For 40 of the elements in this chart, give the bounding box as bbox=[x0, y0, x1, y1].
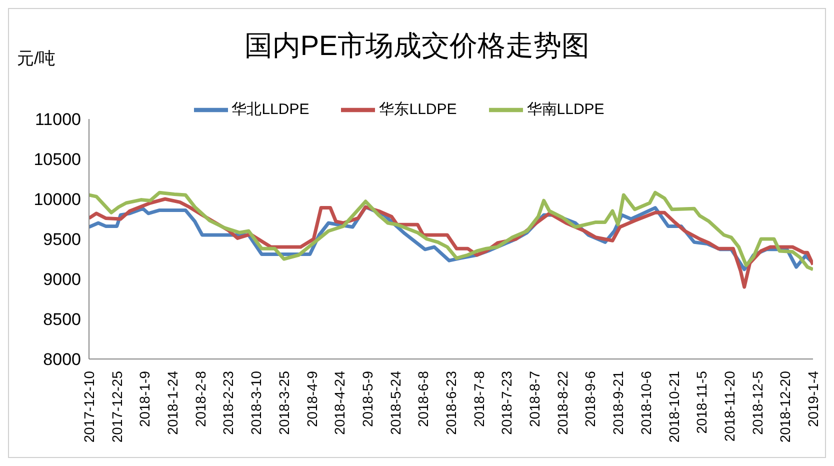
x-tick-label: 2018-5-24 bbox=[387, 370, 404, 435]
x-tick-label: 2017-12-10 bbox=[81, 370, 97, 443]
legend-label: 华南LLDPE bbox=[526, 100, 604, 118]
y-axis-title: 元/吨 bbox=[17, 48, 56, 70]
x-tick-label: 2018-3-10 bbox=[248, 370, 264, 435]
x-tick-label: 2018-11-5 bbox=[694, 370, 710, 434]
x-tick-label: 2018-5-9 bbox=[359, 370, 376, 428]
x-tick-label: 2018-12-20 bbox=[777, 370, 794, 443]
x-tick-label: 2018-4-24 bbox=[332, 370, 348, 435]
legend-label: 华北LLDPE bbox=[232, 100, 310, 118]
x-tick-label: 2018-1-24 bbox=[164, 370, 181, 435]
y-tick-label: 10000 bbox=[34, 190, 81, 210]
x-tick-label: 2018-3-25 bbox=[276, 370, 292, 435]
y-tick-label: 11000 bbox=[34, 110, 81, 130]
x-tick-label: 2019-1-4 bbox=[805, 370, 821, 428]
x-tick-label: 2018-2-23 bbox=[220, 370, 236, 435]
x-tick-label: 2018-2-8 bbox=[192, 370, 208, 428]
x-tick-label: 2018-11-20 bbox=[721, 370, 738, 442]
x-tick-label: 2018-8-7 bbox=[526, 370, 543, 428]
x-tick-label: 2018-7-23 bbox=[498, 370, 515, 435]
line-series bbox=[89, 190, 813, 272]
y-tick-label: 8000 bbox=[43, 350, 81, 370]
x-tick-label: 2018-6-8 bbox=[415, 370, 432, 428]
x-tick-label: 2018-8-22 bbox=[554, 370, 570, 435]
y-tick-label: 9000 bbox=[43, 270, 81, 290]
x-tick-label: 2018-9-6 bbox=[582, 370, 598, 428]
x-tick-label: 2018-10-21 bbox=[666, 370, 682, 443]
x-tick-label: 2018-6-23 bbox=[443, 370, 459, 435]
y-tick-label: 9500 bbox=[43, 230, 81, 250]
chart-title: 国内PE市场成交价格走势图 bbox=[244, 30, 590, 61]
x-tick-label: 2018-4-9 bbox=[304, 370, 320, 428]
x-tick-label: 2018-12-5 bbox=[749, 370, 766, 435]
legend-label: 华东LLDPE bbox=[379, 100, 457, 118]
x-tick-label: 2017-12-25 bbox=[108, 370, 125, 443]
x-tick-label: 2018-10-6 bbox=[638, 370, 654, 435]
x-tick-label: 2018-7-8 bbox=[470, 370, 487, 428]
x-tick-label: 2018-9-21 bbox=[610, 370, 626, 435]
y-tick-label: 8500 bbox=[43, 310, 81, 330]
x-tick-label: 2018-1-9 bbox=[136, 370, 153, 428]
y-tick-label: 10500 bbox=[34, 150, 81, 170]
